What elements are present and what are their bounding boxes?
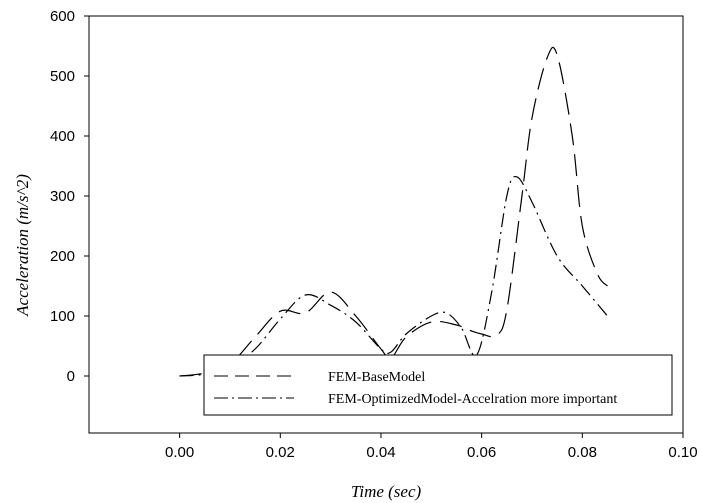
x-tick-label: 0.00 <box>165 444 194 461</box>
ticks <box>84 15 684 438</box>
x-tick-label: 0.06 <box>467 444 496 461</box>
y-tick-label: 300 <box>50 188 75 205</box>
legend-label-base: FEM-BaseModel <box>328 370 425 385</box>
tick-labels: 0.00 0.02 0.04 0.06 0.08 0.10 0 100 200 300 400 500… <box>50 8 698 461</box>
y-tick-label: 200 <box>50 248 75 265</box>
series-line-base-model <box>179 46 608 377</box>
y-tick-label: 400 <box>50 128 75 145</box>
y-tick-label: 0 <box>67 368 75 385</box>
x-tick-label: 0.08 <box>568 444 597 461</box>
y-axis-title: Acceleration (m/s^2) <box>13 174 32 317</box>
y-tick-label: 500 <box>50 68 75 85</box>
legend-label-optimized: FEM-OptimizedModel-Accelration more impo… <box>328 392 617 407</box>
plot-frame <box>88 15 684 434</box>
legend-box <box>203 354 673 416</box>
x-tick-label: 0.02 <box>266 444 295 461</box>
x-axis-title: Time (sec) <box>351 482 422 501</box>
axes <box>88 15 684 434</box>
legend: FEM-BaseModel FEM-OptimizedModel-Accelra… <box>203 354 673 416</box>
y-tick-label: 600 <box>50 8 75 25</box>
y-tick-label: 100 <box>50 308 75 325</box>
x-tick-label: 0.10 <box>668 444 697 461</box>
series-line-optimized-model <box>179 175 608 377</box>
series-group <box>179 46 608 377</box>
x-tick-label: 0.04 <box>366 444 395 461</box>
